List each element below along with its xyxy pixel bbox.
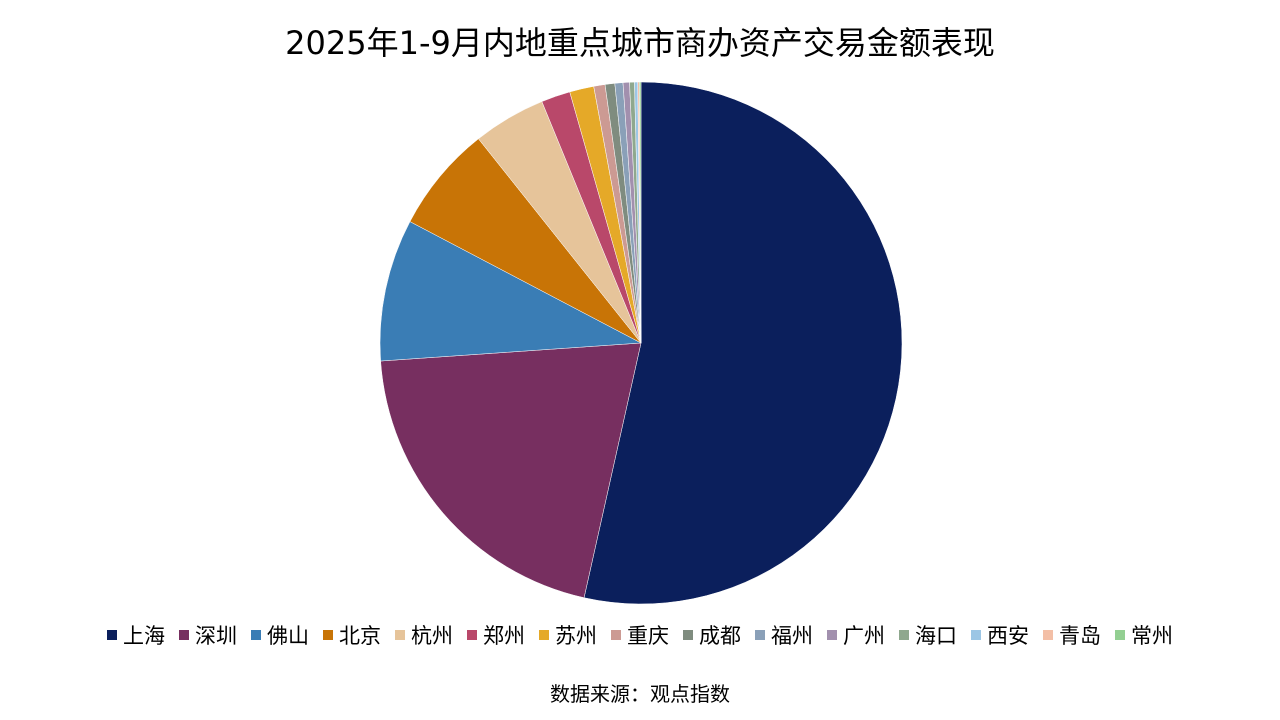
legend-swatch [899,630,909,640]
legend-item: 广州 [827,620,885,650]
legend-swatch [251,630,261,640]
legend-swatch [683,630,693,640]
legend-label: 海口 [915,624,957,648]
legend-label: 西安 [987,624,1029,648]
legend-swatch [539,630,549,640]
pie-slice [379,221,642,362]
legend-item: 西安 [971,620,1029,650]
chart-title: 2025年1-9月内地重点城市商办资产交易金额表现 [285,24,995,62]
legend-item: 海口 [899,620,957,650]
pie-slice [583,81,903,605]
legend-label: 上海 [123,624,165,648]
legend-label: 常州 [1131,624,1173,648]
pie-slice [380,342,642,599]
legend-swatch [323,630,333,640]
legend-swatch [107,630,117,640]
legend-label: 福州 [771,624,813,648]
legend-item: 深圳 [179,620,237,650]
legend-item: 杭州 [395,620,453,650]
legend-item: 佛山 [251,620,309,650]
legend-label: 北京 [339,624,381,648]
legend-item: 福州 [755,620,813,650]
legend-item: 苏州 [539,620,597,650]
legend-item: 北京 [323,620,381,650]
legend-label: 苏州 [555,624,597,648]
legend-swatch [611,630,621,640]
legend-label: 郑州 [483,624,525,648]
legend-label: 深圳 [195,624,237,648]
legend-swatch [467,630,477,640]
legend-label: 杭州 [411,624,453,648]
legend-item: 成都 [683,620,741,650]
legend-label: 青岛 [1059,624,1101,648]
legend-item: 上海 [107,620,165,650]
pie-slice [639,81,642,344]
legend-swatch [1115,630,1125,640]
legend-item: 常州 [1115,620,1173,650]
legend-label: 佛山 [267,624,309,648]
legend-swatch [827,630,837,640]
legend-swatch [179,630,189,640]
legend-swatch [1043,630,1053,640]
legend: 上海 深圳 佛山 北京 杭州 郑州 苏州 重庆 成都 福州 广州 海口 西安 青岛 常州 [0,620,1280,650]
legend-swatch [395,630,405,640]
legend-label: 成都 [699,624,741,648]
legend-swatch [971,630,981,640]
pie-slice [409,138,642,344]
legend-label: 重庆 [627,624,669,648]
legend-label: 广州 [843,624,885,648]
legend-item: 郑州 [467,620,525,650]
legend-item: 青岛 [1043,620,1101,650]
legend-swatch [755,630,765,640]
legend-item: 重庆 [611,620,669,650]
source-note: 数据来源：观点指数 [550,682,730,706]
